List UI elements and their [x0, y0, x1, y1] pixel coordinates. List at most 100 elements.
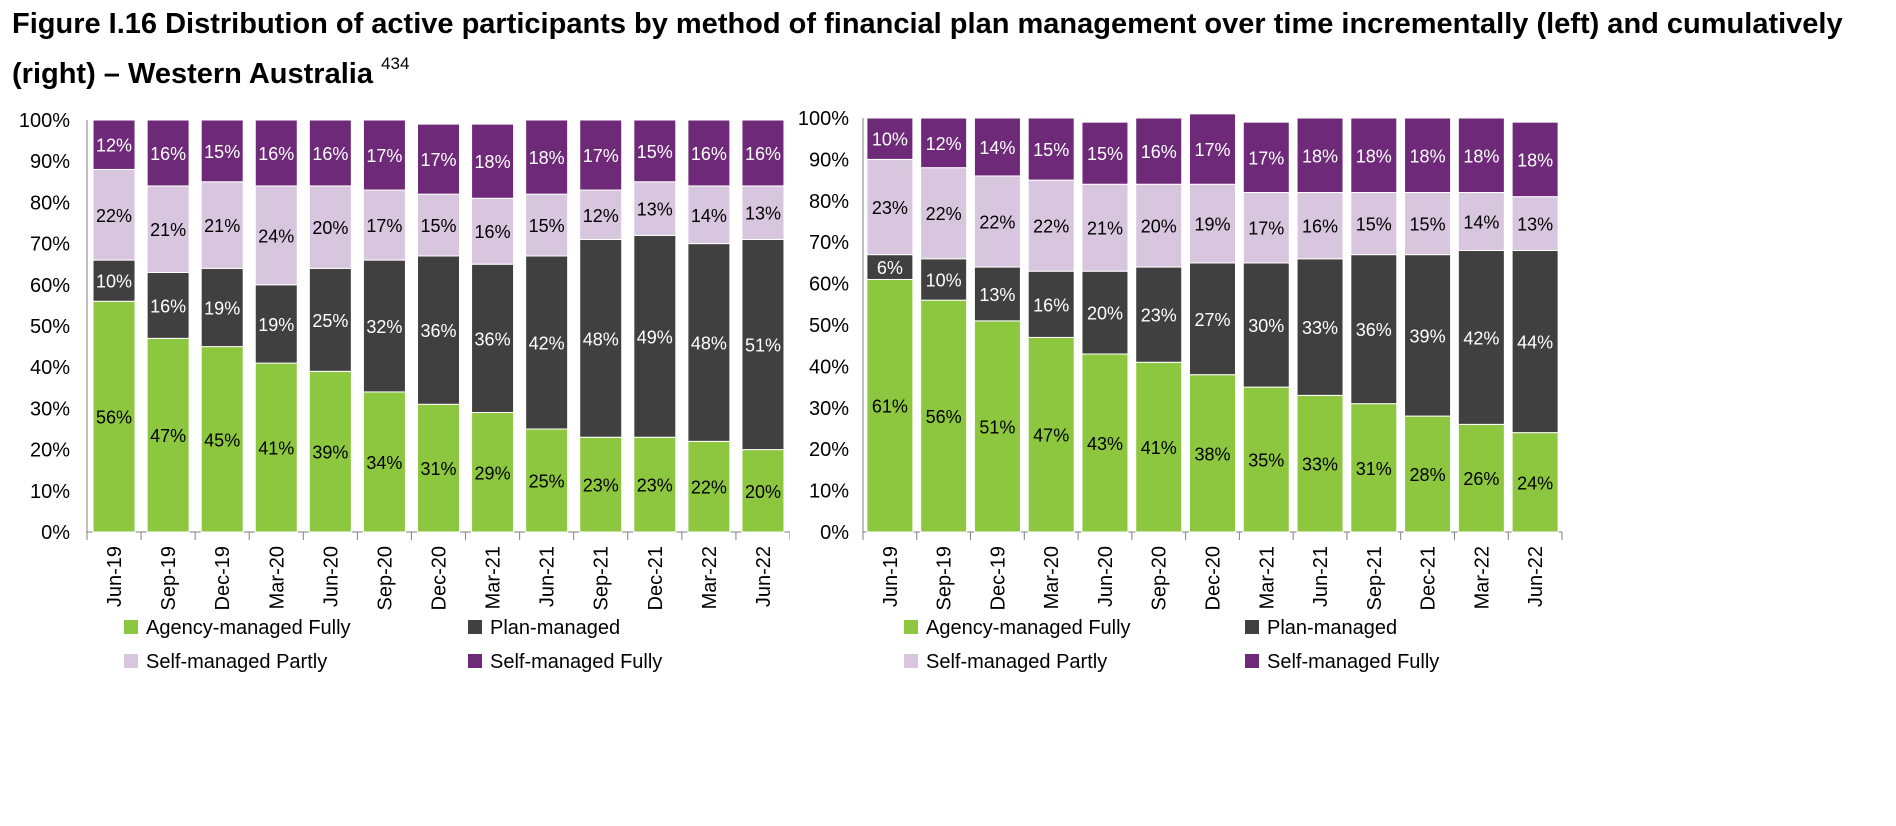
bar-segment-agency-managed-fully	[741, 449, 785, 533]
data-label: 38%	[1194, 444, 1230, 464]
data-label: 16%	[745, 144, 781, 164]
data-label: 15%	[420, 216, 456, 236]
bar-segment-agency-managed-fully	[1404, 415, 1452, 533]
data-label: 23%	[583, 476, 619, 496]
data-label: 26%	[1463, 469, 1499, 489]
x-tick-label: Jun-20	[320, 546, 342, 607]
data-label: 31%	[1356, 459, 1392, 479]
data-label: 18%	[1517, 150, 1553, 170]
bar-segment-self-managed-partly	[1135, 183, 1183, 268]
legend-label-plan-managed: Plan-managed	[490, 617, 620, 639]
y-tick-label: 80%	[809, 191, 849, 213]
bar-segment-agency-managed-fully	[1081, 353, 1129, 533]
y-tick-label: 10%	[30, 481, 70, 503]
data-label: 28%	[1410, 465, 1446, 485]
legend-label-agency-managed-fully: Agency-managed Fully	[926, 617, 1131, 639]
data-label: 33%	[1302, 455, 1338, 475]
bar-segment-self-managed-fully	[471, 123, 515, 199]
data-label: 16%	[150, 144, 186, 164]
data-label: 36%	[475, 329, 511, 349]
y-tick-label: 70%	[30, 234, 70, 256]
figure-title-text: Figure I.16 Distribution of active parti…	[12, 8, 1843, 90]
data-label: 30%	[1248, 316, 1284, 336]
bar-segment-self-managed-partly	[579, 189, 623, 240]
bar-segment-self-managed-partly	[1242, 192, 1290, 264]
data-label: 15%	[1033, 140, 1069, 160]
data-label: 41%	[258, 439, 294, 459]
x-tick-label: Mar-22	[699, 546, 721, 609]
data-label: 24%	[258, 226, 294, 246]
bar-segment-plan-managed	[525, 255, 569, 430]
y-tick-label: 40%	[809, 356, 849, 378]
bar-segment-plan-managed	[1081, 270, 1129, 355]
x-tick-label: Sep-19	[934, 546, 956, 611]
x-tick-label: Jun-22	[1525, 546, 1547, 607]
x-tick-label: Mar-22	[1471, 546, 1493, 609]
bar-segment-plan-managed	[579, 238, 623, 438]
data-label: 25%	[529, 472, 565, 492]
data-label: 27%	[1194, 310, 1230, 330]
data-label: 22%	[979, 213, 1015, 233]
bar-segment-agency-managed-fully	[308, 370, 352, 533]
bar-segment-self-managed-fully	[1135, 117, 1183, 185]
data-label: 43%	[1087, 434, 1123, 454]
bar-segment-self-managed-partly	[1511, 196, 1559, 251]
data-label: 24%	[1517, 473, 1553, 493]
data-label: 21%	[150, 220, 186, 240]
bar-segment-agency-managed-fully	[866, 278, 914, 533]
x-tick-label: Dec-19	[212, 546, 234, 610]
data-label: 29%	[475, 463, 511, 483]
y-tick-label: 20%	[30, 440, 70, 462]
data-label: 10%	[872, 130, 908, 150]
bar-segment-self-managed-fully	[920, 117, 968, 169]
data-label: 16%	[1033, 295, 1069, 315]
legend-swatch-self-managed-partly	[904, 654, 918, 668]
data-label: 42%	[529, 333, 565, 353]
bar-segment-agency-managed-fully	[1350, 403, 1398, 533]
data-label: 47%	[1033, 426, 1069, 446]
bar-segment-agency-managed-fully	[1135, 361, 1183, 533]
bar-segment-self-managed-partly	[1404, 192, 1452, 256]
x-tick-label: Mar-21	[1256, 546, 1278, 609]
data-label: 45%	[204, 430, 240, 450]
data-label: 44%	[1517, 333, 1553, 353]
data-label: 18%	[529, 148, 565, 168]
data-label: 15%	[1356, 215, 1392, 235]
data-label: 22%	[1033, 217, 1069, 237]
data-label: 14%	[1463, 213, 1499, 233]
data-label: 10%	[96, 272, 132, 292]
bar-segment-plan-managed	[1404, 254, 1452, 417]
y-tick-label: 100%	[798, 108, 849, 130]
data-label: 48%	[583, 329, 619, 349]
x-tick-label: Sep-19	[158, 546, 180, 611]
data-label: 19%	[1194, 215, 1230, 235]
data-label: 23%	[637, 476, 673, 496]
chart-cumulative: 0% 10% 20% 30% 40% 50% 60% 70% 80% 90% 100% 61% 6% 23…	[798, 108, 1563, 673]
data-label: 15%	[204, 142, 240, 162]
data-label: 22%	[96, 206, 132, 226]
data-label: 51%	[979, 417, 1015, 437]
data-label: 16%	[150, 296, 186, 316]
data-label: 33%	[1302, 318, 1338, 338]
bar-segment-self-managed-fully	[362, 119, 406, 191]
x-tick-label: Jun-19	[104, 546, 126, 607]
bar-segment-self-managed-partly	[1189, 183, 1236, 264]
data-label: 10%	[926, 270, 962, 290]
data-label: 61%	[872, 397, 908, 417]
data-label: 19%	[204, 298, 240, 318]
bar-segment-self-managed-fully	[687, 119, 731, 187]
data-label: 15%	[529, 216, 565, 236]
bar-segment-plan-managed	[920, 258, 968, 301]
legend-label-self-managed-partly: Self-managed Partly	[146, 651, 327, 673]
data-label: 13%	[637, 200, 673, 220]
bar-segment-agency-managed-fully	[92, 300, 136, 533]
bar-segment-plan-managed	[417, 255, 460, 405]
data-label: 23%	[872, 198, 908, 218]
y-tick-label: 60%	[30, 275, 70, 297]
legend-swatch-self-managed-fully	[468, 654, 482, 668]
bar-segment-agency-managed-fully	[254, 362, 298, 533]
y-tick-label: 40%	[30, 357, 70, 379]
data-label: 36%	[1356, 320, 1392, 340]
bar-segment-self-managed-fully	[1081, 121, 1129, 185]
bar-segment-self-managed-fully	[973, 117, 1021, 177]
